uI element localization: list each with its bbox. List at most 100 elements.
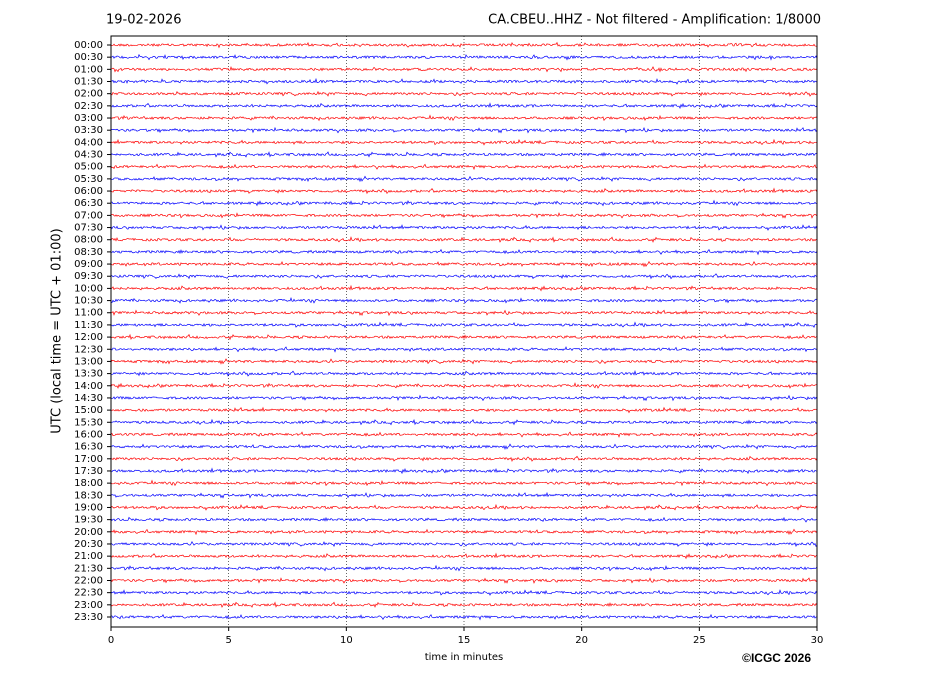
trace [110,321,818,329]
y-tick-label: 06:30 [74,198,103,209]
y-tick-label: 22:30 [74,588,103,599]
y-tick-label: 02:30 [74,101,103,112]
trace [110,479,818,487]
trace [110,516,818,523]
trace [110,503,818,511]
y-tick-label: 23:30 [74,612,103,623]
x-tick-label: 25 [693,635,706,646]
y-tick-label: 02:00 [74,89,103,100]
y-tick-label: 19:00 [74,502,103,513]
trace [110,406,818,414]
y-tick-label: 18:30 [74,490,103,501]
trace [110,138,818,146]
y-tick-label: 13:30 [74,369,103,380]
y-tick-label: 16:00 [74,429,103,440]
trace [110,394,818,402]
trace [110,358,818,365]
y-tick-label: 04:00 [74,137,103,148]
y-tick-label: 10:30 [74,296,103,307]
y-tick-label: 17:30 [74,466,103,477]
trace [110,163,818,171]
y-tick-label: 03:00 [74,113,103,124]
trace [110,540,818,548]
y-tick-label: 13:00 [74,356,103,367]
y-tick-label: 07:30 [74,223,103,234]
trace [110,126,818,134]
trace [110,236,818,243]
trace [110,273,818,280]
trace [110,418,818,426]
y-tick-label: 10:00 [74,283,103,294]
y-tick-label: 12:30 [74,344,103,355]
trace [110,114,818,122]
y-axis-label: UTC (local time = UTC + 01:00) [50,228,65,433]
trace [110,613,818,621]
y-tick-label: 14:00 [74,381,103,392]
y-tick-label: 22:00 [74,575,103,586]
trace [110,90,818,97]
y-tick-label: 23:00 [74,600,103,611]
trace [110,577,818,584]
y-tick-label: 19:30 [74,515,103,526]
trace [110,284,818,292]
trace [110,333,818,341]
y-tick-label: 05:00 [74,162,103,173]
trace [110,187,818,195]
y-tick-label: 03:30 [74,125,103,136]
y-tick-label: 05:30 [74,174,103,185]
y-tick-label: 17:00 [74,454,103,465]
trace [110,41,818,49]
trace [110,369,818,377]
y-tick-label: 20:30 [74,539,103,550]
trace [110,102,818,109]
y-tick-label: 18:00 [74,478,103,489]
x-tick-label: 15 [458,635,471,646]
y-tick-label: 07:00 [74,210,103,221]
y-tick-label: 08:00 [74,235,103,246]
trace [110,77,818,85]
trace [110,296,818,304]
copyright: ©ICGC 2026 [742,651,811,665]
chart-title: CA.CBEU..HHZ - Not filtered - Amplificat… [488,13,821,28]
trace [110,382,818,389]
y-tick-label: 09:30 [74,271,103,282]
y-tick-label: 11:30 [74,320,103,331]
trace [110,443,818,450]
trace [110,589,818,596]
trace [110,199,818,207]
trace [110,151,818,158]
trace [110,309,818,317]
trace [110,491,818,499]
trace [110,248,818,256]
y-tick-label: 01:30 [74,77,103,88]
trace [110,66,818,73]
trace [110,212,818,219]
trace [110,601,818,608]
y-tick-label: 01:00 [74,64,103,75]
trace [110,431,818,438]
y-tick-label: 04:30 [74,150,103,161]
trace [110,552,818,560]
x-tick-label: 0 [108,635,114,646]
y-tick-label: 14:30 [74,393,103,404]
y-tick-label: 00:00 [74,40,103,51]
trace [110,455,818,462]
y-tick-label: 16:30 [74,442,103,453]
x-tick-label: 10 [340,635,353,646]
x-tick-label: 5 [225,635,231,646]
trace [110,467,818,475]
trace [110,175,818,183]
x-axis-label: time in minutes [425,652,504,663]
y-tick-label: 06:00 [74,186,103,197]
date: 19-02-2026 [106,13,182,28]
y-tick-label: 12:00 [74,332,103,343]
trace [110,346,818,353]
y-tick-label: 20:00 [74,527,103,538]
x-tick-label: 20 [575,635,588,646]
trace [110,260,818,268]
y-tick-label: 09:00 [74,259,103,270]
trace [110,224,818,231]
y-tick-label: 15:00 [74,405,103,416]
y-tick-label: 15:30 [74,417,103,428]
trace [110,528,818,536]
